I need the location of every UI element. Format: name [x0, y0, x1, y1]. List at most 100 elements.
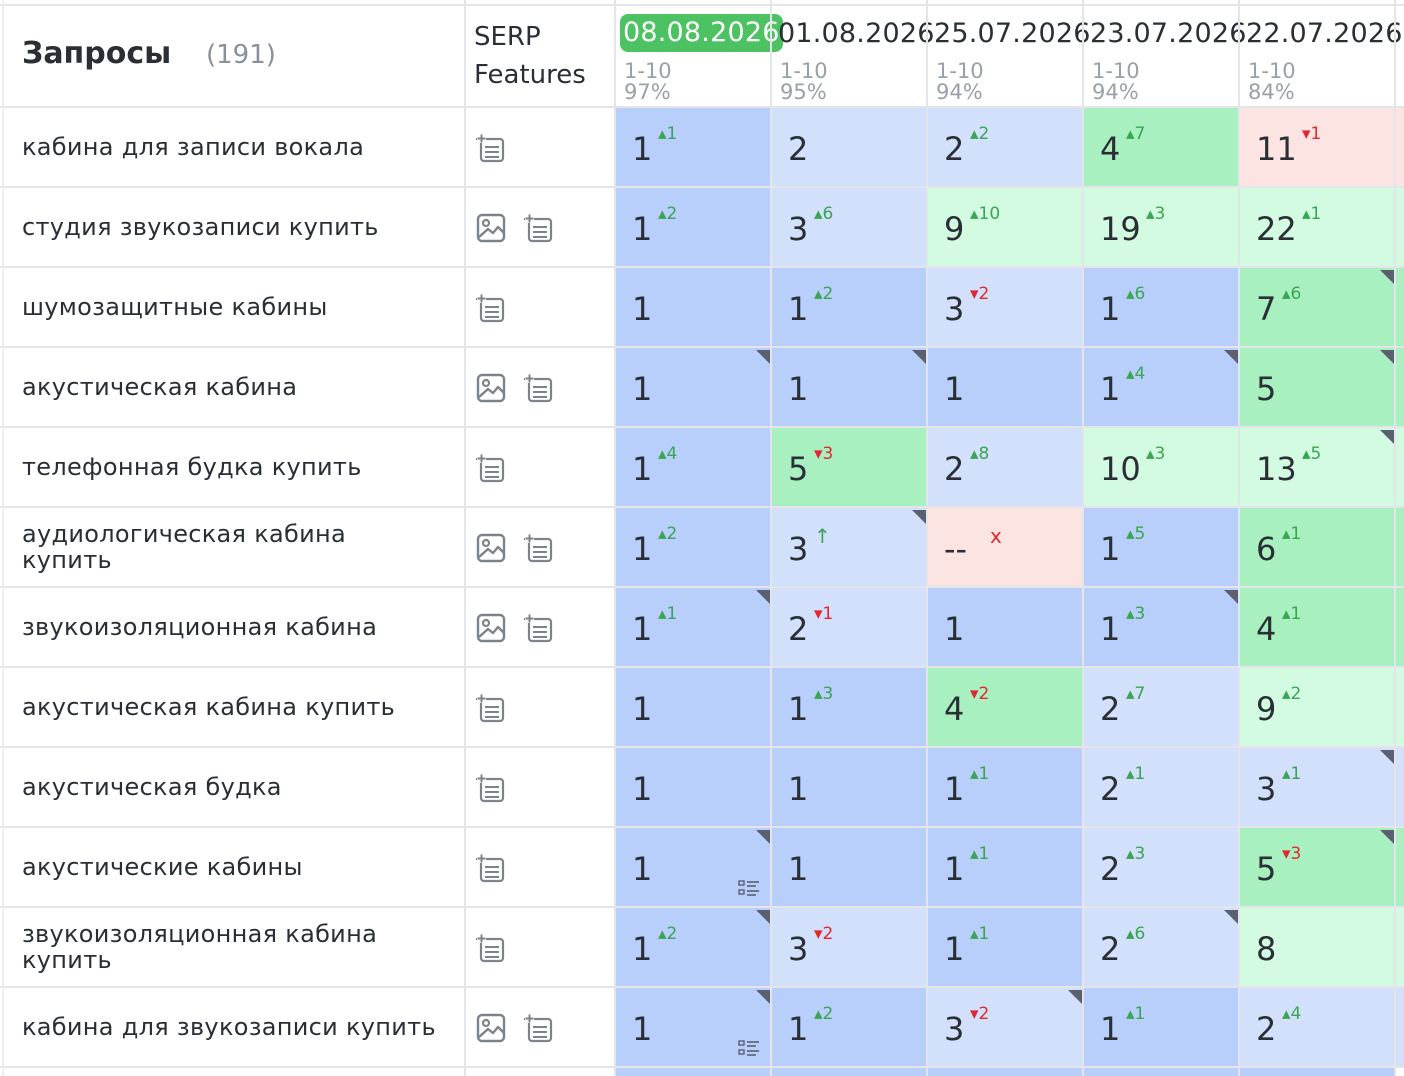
- position-cell[interactable]: [1240, 828, 1396, 908]
- image-icon[interactable]: [476, 373, 506, 403]
- query-text[interactable]: студия звукозаписи купить: [22, 213, 379, 241]
- note-corner-marker[interactable]: [1380, 830, 1396, 846]
- position-cell[interactable]: [772, 828, 928, 908]
- list-icon[interactable]: [476, 293, 506, 323]
- position-cell[interactable]: [1084, 108, 1240, 188]
- list-icon[interactable]: [476, 853, 506, 883]
- list-icon[interactable]: [524, 613, 554, 643]
- position-cell[interactable]: [1240, 348, 1396, 428]
- position-cell[interactable]: [1084, 348, 1240, 428]
- position-cell[interactable]: [772, 988, 928, 1068]
- snippet-list-icon[interactable]: [738, 880, 760, 896]
- date-header-0[interactable]: 08.08.2026: [620, 14, 783, 52]
- note-corner-marker[interactable]: [1380, 430, 1396, 446]
- query-text[interactable]: кабина для записи вокала: [22, 133, 365, 161]
- note-corner-marker[interactable]: [1068, 990, 1084, 1006]
- position-cell[interactable]: [1240, 748, 1396, 828]
- position-cell[interactable]: [1084, 668, 1240, 748]
- list-icon[interactable]: [476, 773, 506, 803]
- image-icon[interactable]: [476, 213, 506, 243]
- note-corner-marker[interactable]: [1224, 910, 1240, 926]
- query-text[interactable]: акустическая будка: [22, 773, 282, 801]
- position-cell[interactable]: [616, 348, 772, 428]
- position-cell[interactable]: [1240, 908, 1396, 988]
- position-cell[interactable]: [928, 508, 1084, 588]
- position-cell[interactable]: [1240, 508, 1396, 588]
- position-cell[interactable]: [1240, 588, 1396, 668]
- position-cell[interactable]: [928, 908, 1084, 988]
- position-cell[interactable]: [1084, 268, 1240, 348]
- position-cell[interactable]: [928, 828, 1084, 908]
- position-cell[interactable]: [772, 748, 928, 828]
- date-header-1[interactable]: 01.08.2026: [778, 18, 935, 49]
- position-cell[interactable]: [772, 108, 928, 188]
- position-cell[interactable]: [1084, 988, 1240, 1068]
- image-icon[interactable]: [476, 613, 506, 643]
- position-cell[interactable]: [1084, 508, 1240, 588]
- position-cell[interactable]: [772, 268, 928, 348]
- position-cell[interactable]: [616, 988, 772, 1068]
- position-cell[interactable]: [772, 668, 928, 748]
- list-icon[interactable]: [476, 453, 506, 483]
- date-header-4[interactable]: 22.07.2026: [1246, 18, 1403, 49]
- position-cell[interactable]: [928, 668, 1084, 748]
- position-cell[interactable]: [1084, 908, 1240, 988]
- position-cell[interactable]: [616, 508, 772, 588]
- position-cell[interactable]: [616, 268, 772, 348]
- query-text[interactable]: акустические кабины: [22, 853, 303, 881]
- position-cell[interactable]: [772, 428, 928, 508]
- query-text[interactable]: аудиологическая кабина купить: [22, 520, 347, 574]
- position-cell[interactable]: [1240, 428, 1396, 508]
- position-cell[interactable]: [928, 428, 1084, 508]
- date-header-3[interactable]: 23.07.2026: [1090, 18, 1247, 49]
- query-text[interactable]: звукоизоляционная кабина купить: [22, 920, 378, 974]
- position-cell[interactable]: [772, 348, 928, 428]
- position-cell[interactable]: [772, 908, 928, 988]
- list-icon[interactable]: [476, 693, 506, 723]
- note-corner-marker[interactable]: [756, 830, 772, 846]
- position-cell[interactable]: [616, 108, 772, 188]
- position-cell[interactable]: [616, 748, 772, 828]
- position-cell[interactable]: [1240, 668, 1396, 748]
- note-corner-marker[interactable]: [756, 910, 772, 926]
- list-icon[interactable]: [524, 533, 554, 563]
- list-icon[interactable]: [476, 933, 506, 963]
- snippet-list-icon[interactable]: [738, 1040, 760, 1056]
- note-corner-marker[interactable]: [912, 510, 928, 526]
- position-cell[interactable]: [928, 348, 1084, 428]
- position-cell[interactable]: [1084, 828, 1240, 908]
- list-icon[interactable]: [524, 213, 554, 243]
- position-cell[interactable]: [1240, 268, 1396, 348]
- position-cell[interactable]: [772, 508, 928, 588]
- position-cell[interactable]: [1084, 188, 1240, 268]
- note-corner-marker[interactable]: [1380, 750, 1396, 766]
- position-cell[interactable]: [772, 188, 928, 268]
- note-corner-marker[interactable]: [756, 990, 772, 1006]
- position-cell[interactable]: [928, 268, 1084, 348]
- position-cell[interactable]: [616, 668, 772, 748]
- position-cell[interactable]: [616, 428, 772, 508]
- note-corner-marker[interactable]: [1380, 270, 1396, 286]
- note-corner-marker[interactable]: [1380, 350, 1396, 366]
- query-text[interactable]: телефонная будка купить: [22, 453, 362, 481]
- query-text[interactable]: акустическая кабина купить: [22, 693, 396, 721]
- position-cell[interactable]: [1240, 988, 1396, 1068]
- position-cell[interactable]: [928, 988, 1084, 1068]
- position-cell[interactable]: [1084, 748, 1240, 828]
- list-icon[interactable]: [524, 1013, 554, 1043]
- list-icon[interactable]: [524, 373, 554, 403]
- query-text[interactable]: шумозащитные кабины: [22, 293, 328, 321]
- date-header-2[interactable]: 25.07.2026: [934, 18, 1091, 49]
- image-icon[interactable]: [476, 1013, 506, 1043]
- position-cell[interactable]: [616, 828, 772, 908]
- position-cell[interactable]: [616, 188, 772, 268]
- position-cell[interactable]: [1084, 588, 1240, 668]
- position-cell[interactable]: [616, 908, 772, 988]
- position-cell[interactable]: [928, 188, 1084, 268]
- query-text[interactable]: кабина для звукозаписи купить: [22, 1013, 436, 1041]
- note-corner-marker[interactable]: [756, 590, 772, 606]
- position-cell[interactable]: [1240, 108, 1396, 188]
- position-cell[interactable]: [1084, 428, 1240, 508]
- position-cell[interactable]: [928, 588, 1084, 668]
- note-corner-marker[interactable]: [912, 350, 928, 366]
